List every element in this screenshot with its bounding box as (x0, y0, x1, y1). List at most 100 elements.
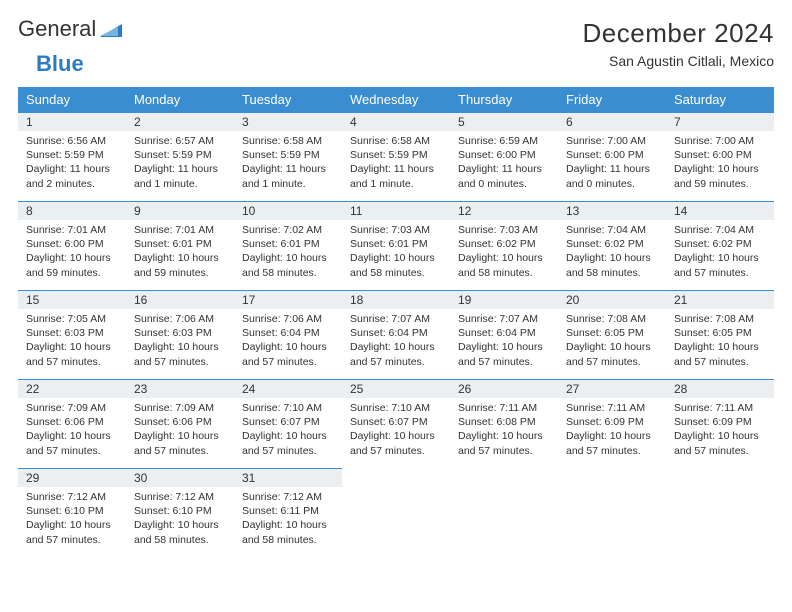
sunrise-line: Sunrise: 7:06 AM (242, 312, 334, 326)
day-details: Sunrise: 7:09 AMSunset: 6:06 PMDaylight:… (126, 398, 234, 462)
calendar-cell-day-4: 4Sunrise: 6:58 AMSunset: 5:59 PMDaylight… (342, 112, 450, 201)
sunrise-line: Sunrise: 7:12 AM (26, 490, 118, 504)
sunrise-line: Sunrise: 7:12 AM (134, 490, 226, 504)
sunrise-line: Sunrise: 7:11 AM (674, 401, 766, 415)
sunset-line: Sunset: 6:10 PM (26, 504, 118, 518)
day-details: Sunrise: 7:00 AMSunset: 6:00 PMDaylight:… (666, 131, 774, 195)
calendar-cell-day-6: 6Sunrise: 7:00 AMSunset: 6:00 PMDaylight… (558, 112, 666, 201)
sunset-line: Sunset: 6:01 PM (242, 237, 334, 251)
day-number: 8 (18, 201, 126, 220)
day-details: Sunrise: 7:08 AMSunset: 6:05 PMDaylight:… (558, 309, 666, 373)
sunset-line: Sunset: 6:02 PM (458, 237, 550, 251)
daylight-line: Daylight: 10 hours and 58 minutes. (350, 251, 442, 279)
sunset-line: Sunset: 6:09 PM (674, 415, 766, 429)
sunset-line: Sunset: 6:11 PM (242, 504, 334, 518)
daylight-line: Daylight: 11 hours and 0 minutes. (566, 162, 658, 190)
daylight-line: Daylight: 10 hours and 58 minutes. (242, 518, 334, 546)
day-details: Sunrise: 7:05 AMSunset: 6:03 PMDaylight:… (18, 309, 126, 373)
sunrise-line: Sunrise: 6:59 AM (458, 134, 550, 148)
day-details: Sunrise: 7:01 AMSunset: 6:00 PMDaylight:… (18, 220, 126, 284)
day-number: 12 (450, 201, 558, 220)
sunrise-line: Sunrise: 7:10 AM (242, 401, 334, 415)
calendar-cell-day-3: 3Sunrise: 6:58 AMSunset: 5:59 PMDaylight… (234, 112, 342, 201)
daylight-line: Daylight: 10 hours and 57 minutes. (26, 429, 118, 457)
sunset-line: Sunset: 6:01 PM (134, 237, 226, 251)
calendar-cell-day-26: 26Sunrise: 7:11 AMSunset: 6:08 PMDayligh… (450, 379, 558, 468)
day-details: Sunrise: 7:12 AMSunset: 6:11 PMDaylight:… (234, 487, 342, 551)
title-block: December 2024 San Agustin Citlali, Mexic… (583, 18, 775, 69)
day-details: Sunrise: 7:01 AMSunset: 6:01 PMDaylight:… (126, 220, 234, 284)
day-number: 18 (342, 290, 450, 309)
calendar-cell-day-15: 15Sunrise: 7:05 AMSunset: 6:03 PMDayligh… (18, 290, 126, 379)
sunset-line: Sunset: 6:10 PM (134, 504, 226, 518)
calendar-table: SundayMondayTuesdayWednesdayThursdayFrid… (18, 87, 774, 557)
day-details: Sunrise: 7:00 AMSunset: 6:00 PMDaylight:… (558, 131, 666, 195)
calendar-cell-day-19: 19Sunrise: 7:07 AMSunset: 6:04 PMDayligh… (450, 290, 558, 379)
calendar-header-row: SundayMondayTuesdayWednesdayThursdayFrid… (18, 87, 774, 112)
calendar-cell-day-30: 30Sunrise: 7:12 AMSunset: 6:10 PMDayligh… (126, 468, 234, 557)
day-number: 29 (18, 468, 126, 487)
daylight-line: Daylight: 10 hours and 59 minutes. (134, 251, 226, 279)
day-number: 22 (18, 379, 126, 398)
day-number: 20 (558, 290, 666, 309)
sunrise-line: Sunrise: 6:56 AM (26, 134, 118, 148)
sunset-line: Sunset: 6:05 PM (674, 326, 766, 340)
daylight-line: Daylight: 10 hours and 57 minutes. (674, 340, 766, 368)
day-number: 11 (342, 201, 450, 220)
daylight-line: Daylight: 10 hours and 57 minutes. (26, 518, 118, 546)
day-details: Sunrise: 7:06 AMSunset: 6:04 PMDaylight:… (234, 309, 342, 373)
sunset-line: Sunset: 6:06 PM (134, 415, 226, 429)
sunset-line: Sunset: 6:06 PM (26, 415, 118, 429)
sunset-line: Sunset: 6:08 PM (458, 415, 550, 429)
day-header-monday: Monday (126, 87, 234, 112)
sunrise-line: Sunrise: 7:03 AM (350, 223, 442, 237)
day-number: 27 (558, 379, 666, 398)
daylight-line: Daylight: 10 hours and 57 minutes. (674, 429, 766, 457)
daylight-line: Daylight: 10 hours and 58 minutes. (566, 251, 658, 279)
daylight-line: Daylight: 10 hours and 59 minutes. (674, 162, 766, 190)
daylight-line: Daylight: 10 hours and 57 minutes. (26, 340, 118, 368)
day-number: 3 (234, 112, 342, 131)
sunrise-line: Sunrise: 7:01 AM (26, 223, 118, 237)
day-details: Sunrise: 7:04 AMSunset: 6:02 PMDaylight:… (558, 220, 666, 284)
calendar-cell-empty (450, 468, 558, 557)
day-header-thursday: Thursday (450, 87, 558, 112)
day-header-wednesday: Wednesday (342, 87, 450, 112)
day-details: Sunrise: 7:11 AMSunset: 6:09 PMDaylight:… (558, 398, 666, 462)
day-number: 13 (558, 201, 666, 220)
sunrise-line: Sunrise: 7:03 AM (458, 223, 550, 237)
daylight-line: Daylight: 11 hours and 2 minutes. (26, 162, 118, 190)
daylight-line: Daylight: 10 hours and 57 minutes. (350, 429, 442, 457)
day-number: 25 (342, 379, 450, 398)
day-number: 6 (558, 112, 666, 131)
day-number: 28 (666, 379, 774, 398)
calendar-cell-day-27: 27Sunrise: 7:11 AMSunset: 6:09 PMDayligh… (558, 379, 666, 468)
calendar-cell-day-13: 13Sunrise: 7:04 AMSunset: 6:02 PMDayligh… (558, 201, 666, 290)
sunset-line: Sunset: 6:07 PM (350, 415, 442, 429)
calendar-cell-day-29: 29Sunrise: 7:12 AMSunset: 6:10 PMDayligh… (18, 468, 126, 557)
brand-word-1: General (18, 18, 96, 40)
calendar-cell-day-11: 11Sunrise: 7:03 AMSunset: 6:01 PMDayligh… (342, 201, 450, 290)
day-number: 19 (450, 290, 558, 309)
sunrise-line: Sunrise: 7:08 AM (674, 312, 766, 326)
sunrise-line: Sunrise: 6:58 AM (350, 134, 442, 148)
day-number: 26 (450, 379, 558, 398)
sunset-line: Sunset: 6:02 PM (674, 237, 766, 251)
sunrise-line: Sunrise: 7:11 AM (458, 401, 550, 415)
calendar-cell-day-20: 20Sunrise: 7:08 AMSunset: 6:05 PMDayligh… (558, 290, 666, 379)
sunset-line: Sunset: 6:07 PM (242, 415, 334, 429)
sunrise-line: Sunrise: 6:57 AM (134, 134, 226, 148)
page-title: December 2024 (583, 18, 775, 49)
calendar-cell-day-31: 31Sunrise: 7:12 AMSunset: 6:11 PMDayligh… (234, 468, 342, 557)
day-details: Sunrise: 7:11 AMSunset: 6:08 PMDaylight:… (450, 398, 558, 462)
day-details: Sunrise: 7:10 AMSunset: 6:07 PMDaylight:… (342, 398, 450, 462)
sunset-line: Sunset: 6:03 PM (26, 326, 118, 340)
day-details: Sunrise: 7:03 AMSunset: 6:01 PMDaylight:… (342, 220, 450, 284)
calendar-cell-day-16: 16Sunrise: 7:06 AMSunset: 6:03 PMDayligh… (126, 290, 234, 379)
day-number: 23 (126, 379, 234, 398)
sunrise-line: Sunrise: 7:00 AM (566, 134, 658, 148)
day-number: 17 (234, 290, 342, 309)
day-details: Sunrise: 7:12 AMSunset: 6:10 PMDaylight:… (18, 487, 126, 551)
calendar-cell-empty (342, 468, 450, 557)
day-details: Sunrise: 7:03 AMSunset: 6:02 PMDaylight:… (450, 220, 558, 284)
